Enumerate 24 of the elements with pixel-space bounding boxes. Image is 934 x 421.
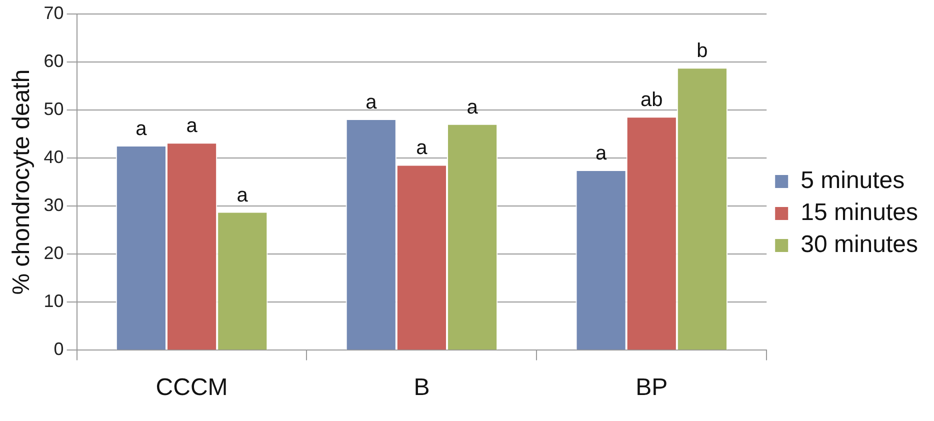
legend-label: 15 minutes [800,199,918,226]
y-tick-label: 30 [44,194,64,215]
y-tick-label: 10 [44,291,64,312]
data-label: a [595,142,608,164]
data-label: b [696,40,708,62]
x-tick-label: BP [636,374,668,402]
data-label: a [466,96,479,118]
x-tick-label: CCCM [156,374,228,402]
data-label: a [236,184,249,206]
y-tick-label: 20 [44,243,64,264]
legend-label: 5 minutes [800,167,905,194]
data-label: a [366,92,378,114]
y-tick-label: 60 [44,50,64,71]
y-tick-label: 40 [44,146,64,167]
data-label: ab [640,89,663,112]
y-tick-label: 0 [54,339,64,360]
data-label: a [136,118,148,140]
y-tick-label: 70 [44,2,64,23]
y-tick-label: 50 [44,98,64,119]
data-label: a [416,137,428,160]
legend-label: 30 minutes [800,231,918,258]
x-tick-label: B [414,374,430,402]
data-label: a [186,115,198,138]
y-axis-title: % chondrocyte death [8,69,36,295]
